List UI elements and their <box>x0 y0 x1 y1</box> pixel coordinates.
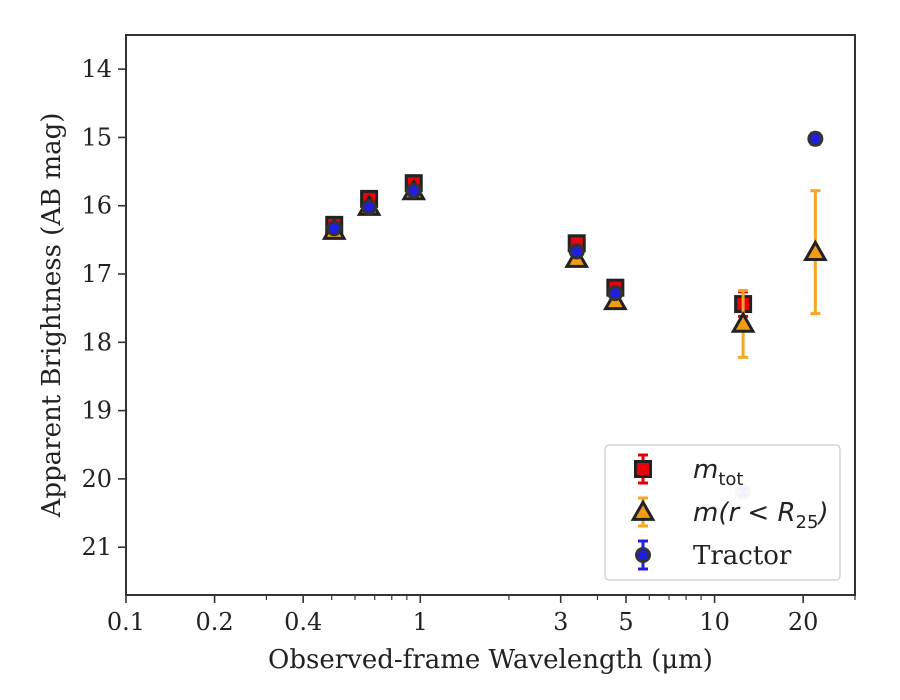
y-tick-label: 19 <box>81 397 112 425</box>
data-point <box>807 130 824 147</box>
legend-marker <box>630 499 656 521</box>
legend-label-main: m(r < R <box>693 498 796 528</box>
legend-marker <box>634 460 652 478</box>
x-tick-label: 3 <box>553 608 568 636</box>
y-tick-label: 20 <box>81 465 112 493</box>
x-tick-label: 1 <box>413 608 428 636</box>
y-axis-label: Apparent Brightness (AB mag) <box>37 113 67 519</box>
data-point <box>607 285 624 302</box>
legend-box <box>604 444 841 581</box>
legend-label: m(r < R25) <box>693 498 829 533</box>
x-tick-label: 0.2 <box>196 608 234 636</box>
data-point <box>326 220 343 237</box>
legend-label-subscript: tot <box>718 469 743 490</box>
y-tick-label: 14 <box>81 55 112 83</box>
y-tick-label: 16 <box>81 192 112 220</box>
ticks-layer: 0.1 0.2 0.4 1 3 5 10 20 14 15 16 17 18 19 20 21 <box>81 55 856 636</box>
data-point <box>730 311 756 333</box>
x-tick-label: 20 <box>788 608 819 636</box>
y-tick-label: 18 <box>81 328 112 356</box>
x-tick-label: 0.1 <box>107 608 145 636</box>
legend-label-tail: ) <box>816 498 828 528</box>
x-tick-label: 0.4 <box>284 608 322 636</box>
legend-entry: mtot <box>634 453 743 490</box>
y-tick-label: 21 <box>81 533 112 561</box>
legend: mtot m(r < R25) Tractor <box>604 444 841 581</box>
y-tick-label: 15 <box>81 123 112 151</box>
legend-entry: Tractor <box>635 539 792 571</box>
legend-entry: m(r < R25) <box>630 496 829 533</box>
data-point <box>568 243 585 260</box>
data-layer <box>321 130 828 500</box>
legend-label-subscript: 25 <box>796 512 819 533</box>
legend-label-main: m <box>693 455 718 485</box>
legend-label: Tractor <box>693 541 792 571</box>
x-tick-label: 5 <box>618 608 633 636</box>
legend-marker <box>635 547 651 563</box>
y-tick-label: 17 <box>81 260 112 288</box>
x-tick-label: 10 <box>699 608 730 636</box>
data-point <box>361 199 378 216</box>
legend-label: mtot <box>693 455 743 490</box>
x-axis-label: Observed-frame Wavelength (μm) <box>268 645 713 675</box>
data-point <box>405 182 422 199</box>
data-point <box>802 239 828 262</box>
